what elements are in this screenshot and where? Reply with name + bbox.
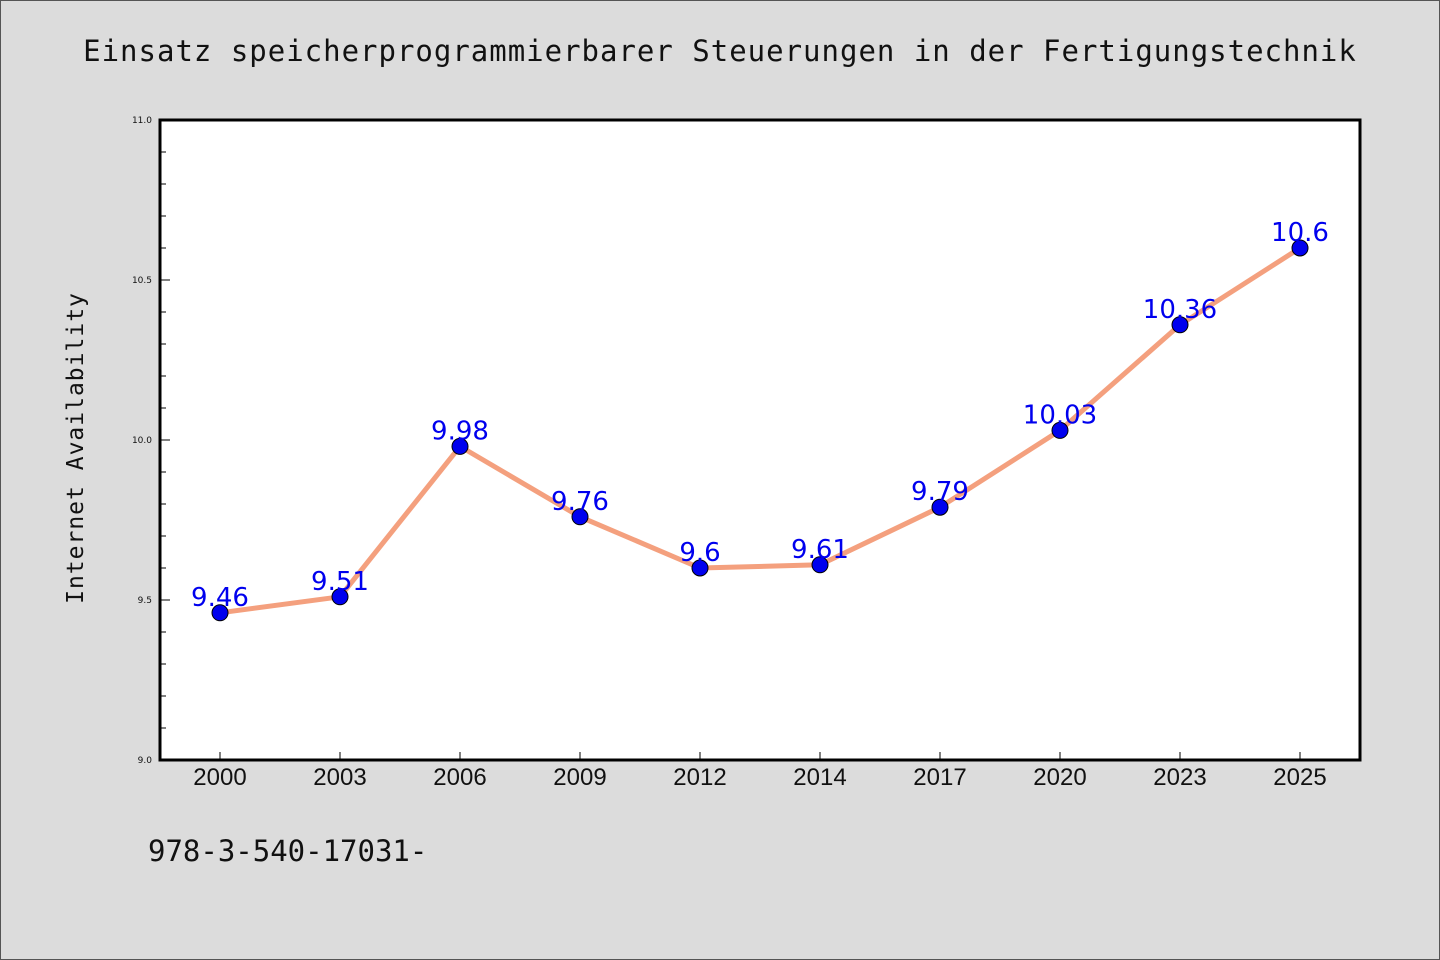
- x-tick-label: 2003: [313, 764, 366, 791]
- x-tick-label: 2014: [793, 764, 846, 791]
- data-label: 9.98: [431, 416, 489, 446]
- series-group: [211, 239, 1309, 622]
- y-tick-label: 9.5: [138, 596, 152, 606]
- footnote-text: 978-3-540-17031-: [148, 834, 428, 868]
- data-label: 9.79: [911, 477, 969, 507]
- data-label: 9.76: [551, 487, 609, 517]
- data-point: [931, 498, 949, 516]
- y-axis: 9.0 9.5 10.0 10.5 11.0: [132, 116, 170, 766]
- x-tick-label: 2023: [1153, 764, 1206, 791]
- y-tick-label: 10.5: [132, 276, 152, 286]
- x-tick-label: 2012: [673, 764, 726, 791]
- x-tick-label: 2009: [553, 764, 606, 791]
- data-point: [451, 437, 469, 455]
- data-label: 10.36: [1143, 295, 1217, 325]
- series-line: [217, 245, 1303, 616]
- plot-area: [158, 118, 1362, 762]
- data-point: [571, 508, 589, 526]
- y-tick-label: 11.0: [132, 116, 152, 126]
- x-tick-label: 2017: [913, 764, 966, 791]
- chart-title: Einsatz speicherprogrammierbarer Steueru…: [83, 34, 1357, 68]
- data-label: 9.51: [311, 567, 369, 597]
- data-point: [691, 559, 709, 577]
- data-point: [1051, 421, 1069, 439]
- data-point: [331, 588, 349, 606]
- data-point: [211, 604, 229, 622]
- data-label: 10.6: [1271, 218, 1329, 248]
- data-labels-group: 9.46 9.51 9.98 9.76 9.6 9.61 9.79 10.03 10.36 10.…: [191, 218, 1329, 613]
- data-label: 9.46: [191, 583, 249, 613]
- data-label: 10.03: [1023, 400, 1097, 430]
- x-tick-label: 2006: [433, 764, 486, 791]
- data-point: [811, 556, 829, 574]
- y-tick-label: 9.0: [138, 756, 153, 766]
- x-tick-label: 2025: [1273, 764, 1326, 791]
- data-point: [1291, 239, 1309, 257]
- data-point: [1171, 316, 1189, 334]
- data-label: 9.6: [679, 538, 720, 568]
- y-tick-label: 10.0: [132, 436, 152, 446]
- data-label: 9.61: [791, 535, 849, 565]
- x-tick-label: 2000: [193, 764, 246, 791]
- x-tick-label: 2020: [1033, 764, 1086, 791]
- x-axis: 2000 2003 2006 2009 2012 2014 2017 2020 2023 2025: [193, 752, 1327, 791]
